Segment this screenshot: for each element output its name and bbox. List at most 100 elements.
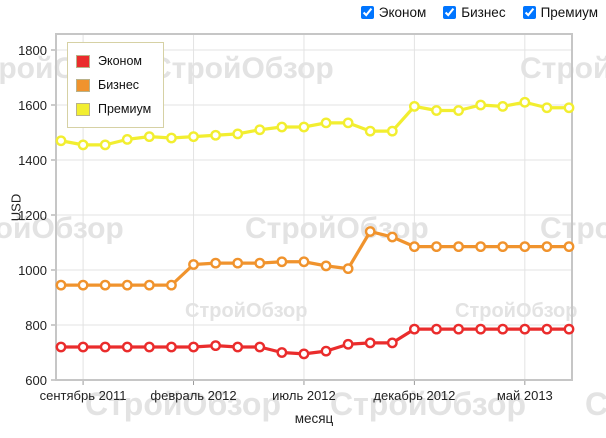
data-point bbox=[99, 279, 111, 291]
data-point bbox=[77, 139, 89, 151]
x-axis-title: месяц bbox=[294, 411, 334, 426]
data-point bbox=[55, 279, 67, 291]
data-point bbox=[386, 337, 398, 349]
data-point bbox=[475, 323, 487, 335]
data-point bbox=[254, 341, 266, 353]
legend-item-biznes: Бизнес bbox=[76, 73, 151, 97]
data-point bbox=[541, 323, 553, 335]
data-point bbox=[99, 341, 111, 353]
data-point bbox=[453, 241, 464, 253]
data-point bbox=[320, 117, 332, 129]
data-point bbox=[121, 341, 133, 353]
x-tick-label: июль 2012 bbox=[272, 388, 336, 403]
line-chart bbox=[51, 33, 575, 385]
series-checkbox-econom[interactable] bbox=[360, 6, 374, 19]
series-path bbox=[61, 229, 569, 287]
data-point bbox=[519, 96, 531, 108]
data-point bbox=[276, 347, 288, 358]
legend-swatch-icon bbox=[76, 54, 90, 68]
legend-label: Эконом bbox=[98, 54, 142, 68]
series-line-premium bbox=[55, 96, 575, 151]
data-point bbox=[563, 102, 575, 114]
legend-item-econom: Эконом bbox=[76, 49, 151, 73]
data-point bbox=[519, 323, 531, 335]
data-point bbox=[188, 131, 199, 143]
data-point bbox=[497, 241, 509, 253]
series-toggle-premium[interactable]: Премиум bbox=[522, 5, 598, 20]
legend-label: Бизнес bbox=[98, 78, 140, 92]
data-point bbox=[342, 338, 354, 350]
y-tick-label: 1000 bbox=[18, 262, 47, 278]
x-tick-label: сентябрь 2011 bbox=[39, 388, 127, 403]
data-point bbox=[166, 132, 177, 144]
data-point bbox=[210, 257, 222, 269]
y-axis-title: USD bbox=[8, 193, 24, 222]
series-checkbox-premium[interactable] bbox=[522, 6, 536, 19]
data-point bbox=[232, 128, 244, 140]
series-toggle-label: Бизнес bbox=[461, 5, 506, 20]
chart-legend: Эконом Бизнес Премиум bbox=[67, 42, 165, 128]
data-point bbox=[188, 341, 199, 353]
x-tick-label: декабрь 2012 bbox=[373, 388, 456, 403]
data-point bbox=[563, 241, 575, 253]
data-point bbox=[453, 105, 464, 116]
series-toggle-biznes[interactable]: Бизнес bbox=[443, 5, 506, 20]
data-point bbox=[298, 121, 310, 133]
data-point bbox=[320, 345, 332, 357]
legend-label: Премиум bbox=[98, 102, 152, 116]
series-toggle-label: Эконом bbox=[378, 5, 427, 20]
plot-border bbox=[55, 33, 573, 381]
series-toggle-econom[interactable]: Эконом bbox=[360, 5, 427, 20]
series-checkbox-biznes[interactable] bbox=[443, 6, 457, 19]
x-tick-label: май 2013 bbox=[496, 388, 553, 403]
y-tick-label: 1200 bbox=[18, 207, 47, 223]
data-point bbox=[431, 105, 442, 116]
data-point bbox=[55, 341, 67, 353]
watermark-text: СтройОбзор bbox=[585, 386, 606, 422]
data-point bbox=[342, 117, 354, 129]
data-point bbox=[166, 279, 177, 291]
data-point bbox=[77, 279, 89, 291]
data-point bbox=[55, 135, 67, 147]
data-point bbox=[143, 131, 155, 143]
data-point bbox=[541, 241, 553, 253]
series-toggle-label: Премиум bbox=[540, 5, 598, 20]
data-point bbox=[143, 279, 155, 291]
legend-item-premium: Премиум bbox=[76, 97, 151, 121]
data-point bbox=[210, 340, 222, 352]
data-point bbox=[431, 323, 442, 335]
data-point bbox=[386, 125, 398, 137]
data-point bbox=[519, 241, 531, 253]
data-point bbox=[364, 125, 376, 137]
data-point bbox=[497, 100, 509, 112]
data-point bbox=[364, 226, 376, 237]
y-tick-label: 1600 bbox=[18, 97, 47, 113]
data-point bbox=[431, 241, 442, 253]
data-point bbox=[143, 341, 155, 353]
series-path bbox=[61, 327, 569, 356]
legend-swatch-icon bbox=[76, 102, 90, 116]
y-tick-label: 800 bbox=[25, 317, 47, 333]
data-point bbox=[453, 323, 464, 335]
data-point bbox=[77, 341, 89, 353]
y-tick-label: 1800 bbox=[18, 42, 47, 58]
data-point bbox=[99, 139, 111, 151]
data-point bbox=[364, 337, 376, 349]
legend-swatch-icon bbox=[76, 78, 90, 92]
data-point bbox=[121, 279, 133, 291]
data-point bbox=[497, 323, 509, 335]
data-point bbox=[254, 257, 266, 269]
data-point bbox=[276, 121, 288, 133]
data-point bbox=[232, 257, 244, 269]
x-tick-label: февраль 2012 bbox=[150, 388, 237, 403]
data-point bbox=[298, 348, 310, 360]
data-point bbox=[563, 323, 575, 335]
series-line-biznes bbox=[55, 226, 575, 291]
data-point bbox=[276, 256, 288, 268]
data-point bbox=[475, 99, 487, 111]
data-point bbox=[386, 231, 398, 243]
data-point bbox=[408, 241, 420, 253]
data-point bbox=[475, 241, 487, 253]
data-point bbox=[541, 102, 553, 114]
data-point bbox=[408, 100, 420, 112]
